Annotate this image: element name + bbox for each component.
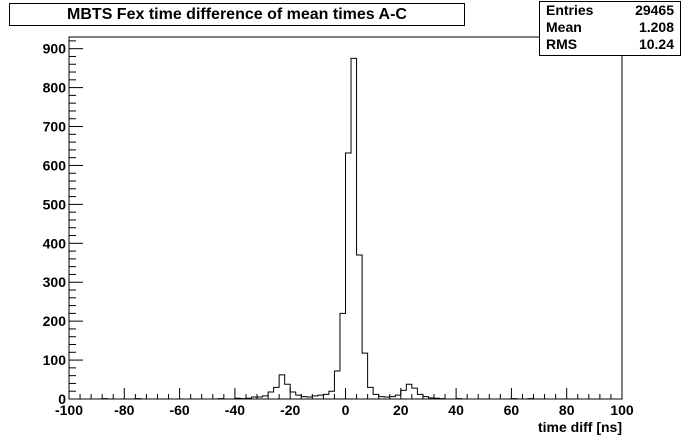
histogram-outline <box>69 57 622 400</box>
x-tick-label: 100 <box>610 402 634 418</box>
y-tick-label: 500 <box>43 196 67 212</box>
y-tick-label: 900 <box>43 41 67 57</box>
axis-tick-labels: -100 -80 -60 -40 -20 0 20 40 60 80 100 0 100 200 300 40… <box>43 41 634 418</box>
chart-title: MBTS Fex time difference of mean times A… <box>9 3 465 26</box>
x-tick-label: 80 <box>559 402 575 418</box>
y-tick-label: 200 <box>43 313 67 329</box>
x-tick-label: -100 <box>55 402 83 418</box>
x-tick-label: 60 <box>504 402 520 418</box>
x-tick-label: -80 <box>114 402 134 418</box>
stats-row-rms: RMS 10.24 <box>540 36 680 53</box>
x-tick-label: -20 <box>280 402 300 418</box>
x-tick-label: -60 <box>169 402 189 418</box>
y-tick-label: 0 <box>58 391 66 407</box>
stats-row-entries: Entries 29465 <box>540 2 680 19</box>
stats-entries-value: 29465 <box>635 2 674 18</box>
stats-entries-label: Entries <box>546 2 594 18</box>
x-tick-label: 40 <box>448 402 464 418</box>
stats-mean-value: 1.208 <box>638 19 674 35</box>
chart-title-text: MBTS Fex time difference of mean times A… <box>67 5 407 23</box>
y-tick-label: 600 <box>43 157 67 173</box>
stats-rms-label: RMS <box>546 36 578 52</box>
y-tick-label: 700 <box>43 119 67 135</box>
stats-rms-value: 10.24 <box>638 36 674 52</box>
stats-mean-label: Mean <box>546 19 582 35</box>
stats-row-mean: Mean 1.208 <box>540 19 680 36</box>
y-tick-label: 800 <box>43 80 67 96</box>
x-tick-label: 20 <box>393 402 409 418</box>
y-tick-label: 100 <box>43 352 67 368</box>
x-tick-label: -40 <box>225 402 245 418</box>
x-tick-label: 0 <box>342 402 350 418</box>
y-tick-label: 400 <box>43 235 67 251</box>
y-tick-label: 300 <box>43 274 67 290</box>
x-axis-label: time diff [ns] <box>538 419 622 435</box>
stats-box: Entries 29465 Mean 1.208 RMS 10.24 <box>539 1 681 56</box>
